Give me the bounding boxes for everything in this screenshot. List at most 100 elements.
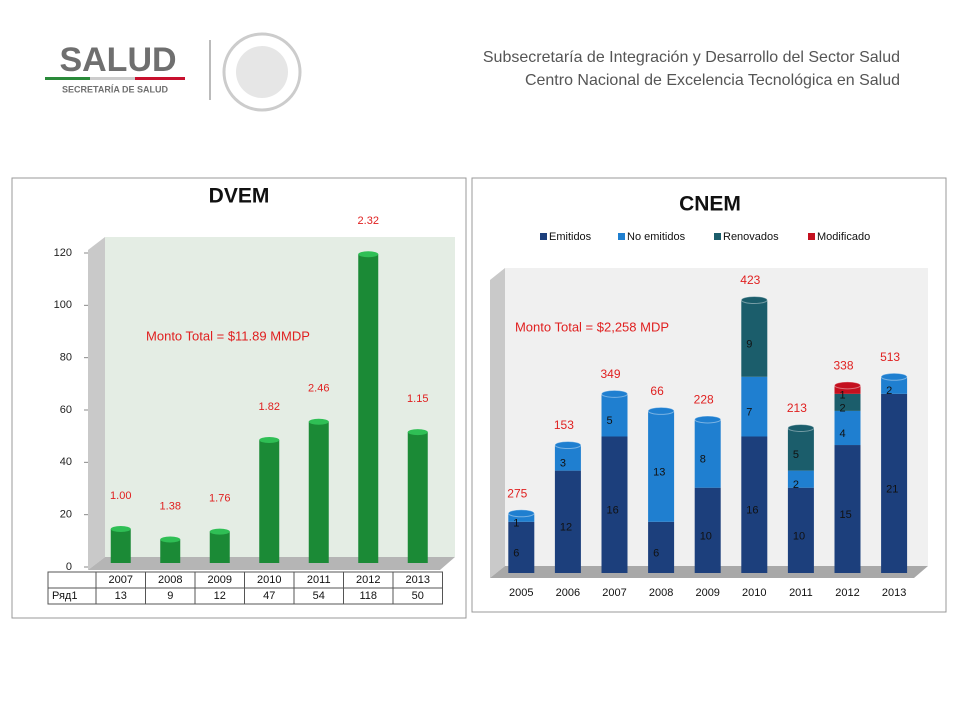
data-label: 15 (840, 509, 852, 521)
annotation: Monto Total = $11.89 MMDP (146, 328, 310, 343)
data-label: 5 (607, 415, 613, 427)
data-label: 13 (653, 466, 665, 478)
data-label: 4 (840, 428, 846, 440)
bar-cap (647, 406, 675, 415)
x-tick-label: 2008 (158, 574, 182, 586)
bar-segment (601, 436, 628, 573)
side-wall (88, 237, 105, 570)
total-label: 349 (600, 367, 620, 381)
data-label: 16 (746, 505, 758, 517)
x-tick-label: 2013 (406, 574, 430, 586)
bar-segment (601, 393, 628, 437)
seal (222, 32, 302, 112)
logo-sub: SECRETARÍA DE SALUD (62, 84, 169, 94)
bar-segment (834, 385, 861, 394)
bar-cap (358, 251, 379, 258)
bar-cap (880, 372, 908, 381)
bar-segment (787, 487, 814, 573)
bar-cap (601, 389, 628, 398)
y-tick-label: 100 (54, 299, 72, 311)
bar-cap (110, 525, 131, 532)
legend-label: Modificado (817, 231, 870, 243)
total-label: 513 (880, 350, 900, 364)
header-line: Subsecretaría de Integración y Desarroll… (483, 49, 900, 66)
legend-label: No emitidos (627, 231, 686, 243)
data-label: 1 (513, 517, 519, 529)
data-label: 6 (653, 547, 659, 559)
bar-cap (209, 528, 230, 535)
data-label: 2 (793, 479, 799, 491)
data-label: 2 (886, 385, 892, 397)
bar (308, 421, 329, 563)
logo-stripe (45, 77, 90, 80)
legend-label: Renovados (723, 231, 779, 243)
bar-segment (554, 470, 581, 573)
x-tick-label: 2008 (649, 587, 673, 599)
y-tick-label: 20 (60, 509, 72, 521)
bar-segment (834, 393, 861, 411)
data-label: 12 (560, 522, 572, 534)
bar-segment (648, 410, 675, 522)
amount-label: 1.82 (259, 401, 280, 413)
x-tick-label: 2012 (835, 587, 859, 599)
total-label: 275 (507, 486, 527, 500)
logo-text: SALUD (59, 41, 176, 79)
x-tick-label: 2009 (695, 587, 719, 599)
x-tick-label: 2011 (307, 574, 331, 586)
side-wall (490, 268, 505, 578)
bar-segment (834, 410, 861, 446)
y-tick-label: 40 (60, 456, 72, 468)
bar-segment (881, 393, 908, 573)
bar (358, 254, 379, 563)
bar-cap (787, 423, 815, 432)
total-label: 338 (833, 358, 853, 372)
bar-segment (648, 521, 675, 573)
data-label: 8 (700, 453, 706, 465)
logo-stripe (135, 77, 185, 80)
table-cell: 12 (214, 590, 226, 602)
chart-title: CNEM (679, 193, 741, 216)
x-tick-label: 2012 (356, 574, 380, 586)
table-cell: 50 (412, 590, 424, 602)
amount-label: 2.32 (358, 215, 379, 227)
data-label: 10 (793, 530, 805, 542)
bar-segment (554, 445, 581, 471)
data-label: 16 (607, 505, 619, 517)
header-line: Centro Nacional de Excelencia Tecnológic… (525, 72, 900, 89)
bar-cap (507, 509, 535, 518)
table-cell: 118 (359, 590, 377, 602)
total-label: 213 (787, 401, 807, 415)
x-tick-label: 2006 (556, 587, 580, 599)
x-tick-label: 2010 (742, 587, 766, 599)
bar-segment (881, 376, 908, 394)
bar-cap (407, 429, 428, 436)
table-cell: 13 (115, 590, 127, 602)
x-tick-label: 2009 (208, 574, 232, 586)
data-label: 21 (886, 483, 898, 495)
amount-label: 1.76 (209, 493, 230, 505)
total-label: 153 (554, 418, 574, 432)
bar (110, 528, 131, 563)
bar-cap (694, 415, 722, 424)
legend-swatch (618, 233, 625, 240)
bar-segment (508, 513, 535, 522)
bar (209, 531, 230, 563)
total-label: 228 (694, 393, 714, 407)
data-label: 7 (746, 407, 752, 419)
bar-segment (694, 487, 721, 573)
data-label: 2 (840, 402, 846, 414)
legend-label: Emitidos (549, 231, 592, 243)
bar (259, 440, 280, 563)
x-tick-label: 2013 (882, 587, 906, 599)
amount-label: 2.46 (308, 383, 329, 395)
amount-label: 1.15 (407, 393, 428, 405)
x-tick-label: 2007 (602, 587, 626, 599)
annotation: Monto Total = $2,258 MDP (515, 319, 669, 334)
table-cell: 9 (167, 590, 173, 602)
data-label: 6 (513, 547, 519, 559)
total-label: 423 (740, 273, 760, 287)
amount-label: 1.00 (110, 490, 131, 502)
legend-swatch (714, 233, 721, 240)
data-label: 3 (560, 458, 566, 470)
